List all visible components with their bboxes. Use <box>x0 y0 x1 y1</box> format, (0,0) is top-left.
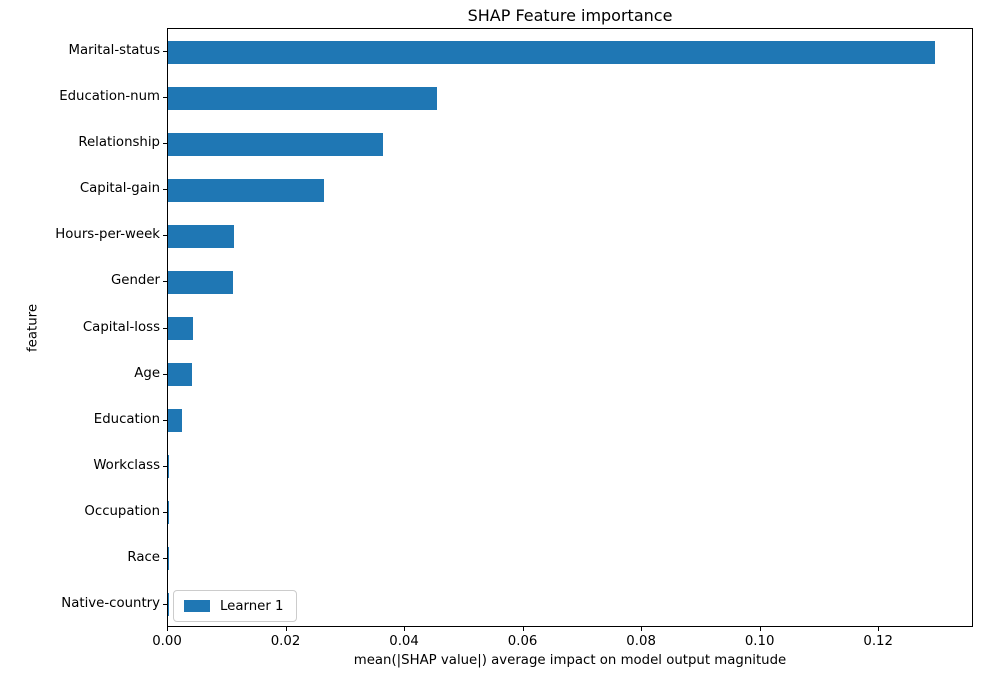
bar-relationship <box>168 132 384 156</box>
y-axis-label: feature <box>25 303 41 353</box>
x-tick-mark <box>522 627 524 631</box>
y-tick-mark <box>163 327 167 329</box>
y-tick-mark <box>163 465 167 467</box>
y-tick-label: Marital-status <box>68 43 161 59</box>
x-tick-label: 0.00 <box>152 634 182 649</box>
y-tick-mark <box>163 373 167 375</box>
y-tick-mark <box>163 281 167 283</box>
y-tick-label: Education-num <box>59 89 160 105</box>
y-tick-label: Native-country <box>61 595 160 611</box>
plot-area: Learner 1 <box>167 28 973 627</box>
y-tick-mark <box>163 511 167 513</box>
x-tick-mark <box>285 627 287 631</box>
bar-occupation <box>168 501 170 525</box>
x-axis-label: mean(|SHAP value|) average impact on mod… <box>353 653 787 668</box>
bar-capital-loss <box>168 317 194 340</box>
x-tick-label: 0.12 <box>863 634 893 649</box>
x-tick-mark <box>641 627 643 631</box>
x-tick-label: 0.06 <box>507 634 538 649</box>
bar-workclass <box>168 455 170 479</box>
y-tick-label: Occupation <box>84 503 160 519</box>
y-tick-mark <box>163 97 167 99</box>
bar-gender <box>168 270 233 294</box>
y-tick-label: Education <box>93 411 160 427</box>
y-tick-mark <box>163 235 167 237</box>
x-tick-mark <box>878 627 880 631</box>
bar-education <box>168 409 182 433</box>
x-tick-mark <box>404 627 406 631</box>
chart-title: SHAP Feature importance <box>467 6 673 25</box>
y-tick-mark <box>163 51 167 53</box>
y-tick-mark <box>163 189 167 191</box>
legend-swatch-icon <box>184 600 210 612</box>
x-tick-label: 0.10 <box>744 634 775 649</box>
y-tick-mark <box>163 557 167 559</box>
x-tick-label: 0.08 <box>626 634 656 649</box>
bar-education-num <box>168 86 438 110</box>
bar-marital-status <box>168 40 935 64</box>
y-tick-label: Workclass <box>93 457 160 473</box>
y-tick-label: Gender <box>111 273 160 289</box>
bar-capital-gain <box>168 178 325 202</box>
y-tick-mark <box>163 419 167 421</box>
y-tick-label: Race <box>127 549 160 565</box>
x-tick-label: 0.04 <box>389 634 419 649</box>
x-tick-label: 0.02 <box>270 634 301 649</box>
y-tick-label: Capital-loss <box>82 319 160 335</box>
bar-native-country <box>168 593 169 617</box>
y-tick-mark <box>163 143 167 145</box>
y-tick-label: Age <box>134 365 160 381</box>
y-tick-label: Hours-per-week <box>55 227 160 243</box>
legend-label: Learner 1 <box>220 598 284 614</box>
y-tick-mark <box>163 603 167 605</box>
y-tick-label: Relationship <box>78 135 160 151</box>
x-tick-mark <box>167 627 168 631</box>
y-tick-label: Capital-gain <box>79 181 160 197</box>
bar-race <box>168 547 169 571</box>
bar-age <box>168 363 193 387</box>
x-tick-mark <box>759 627 761 631</box>
bar-hours-per-week <box>168 224 234 248</box>
legend: Learner 1 <box>173 590 297 622</box>
